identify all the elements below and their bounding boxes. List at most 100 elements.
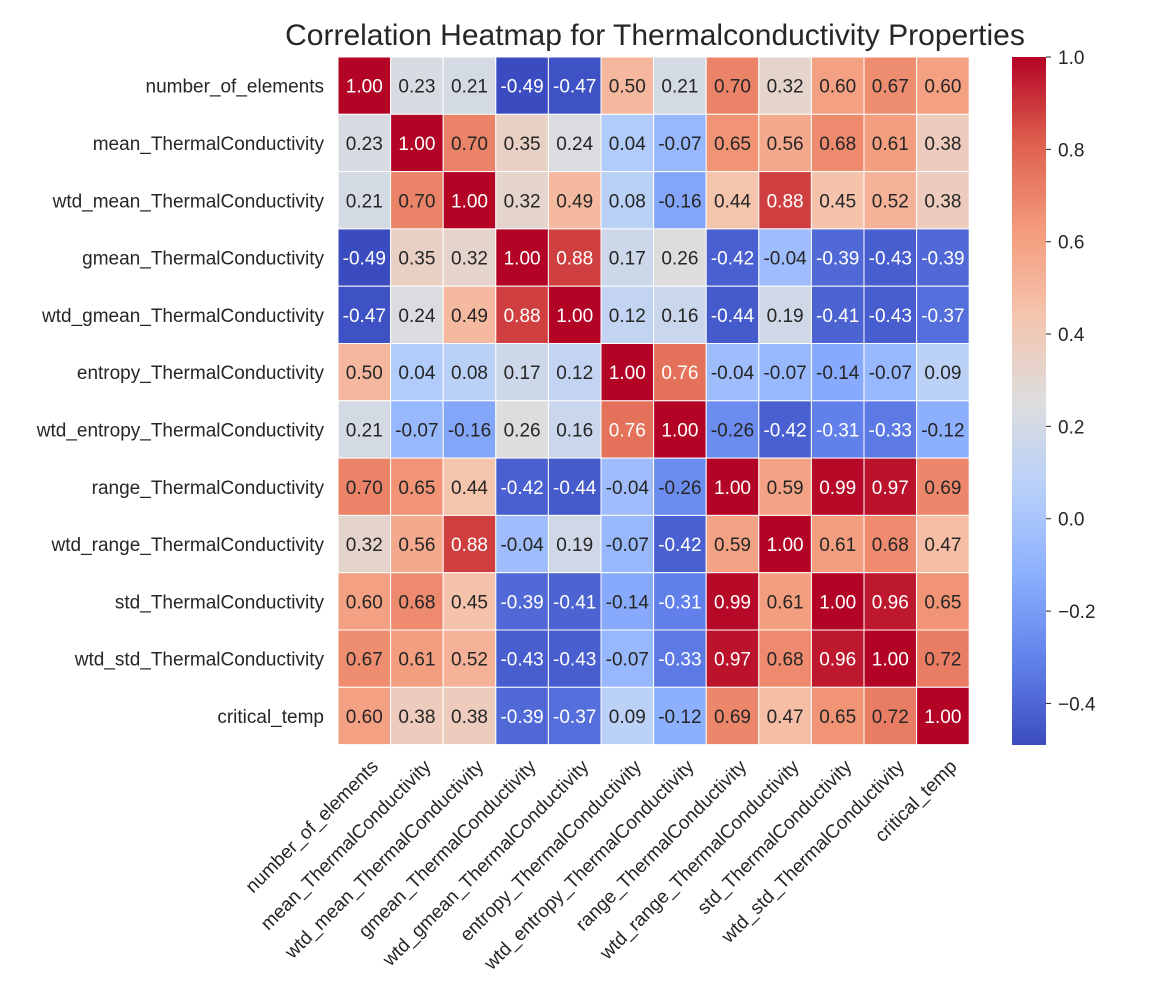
cell-value-label: 0.65 (924, 592, 961, 613)
cell-value-label: 0.52 (872, 191, 909, 212)
cell-value-label: 1.00 (609, 363, 646, 384)
cell-value-label: 0.72 (872, 707, 909, 728)
heatmap-cell (495, 514, 549, 574)
heatmap-cell (653, 572, 707, 631)
heatmap-cell (705, 629, 760, 688)
cell-value-label: 0.88 (451, 535, 488, 556)
heatmap-cell (653, 514, 707, 574)
heatmap-cell (705, 56, 760, 115)
cell-value-label: -0.31 (816, 420, 859, 441)
colorbar: 1.0 0.8 0.6 0.4 0.2 0.0 −0.2 −0.4 (1012, 48, 1096, 745)
cell-value-label: -0.44 (553, 478, 597, 499)
heatmap-cell (916, 457, 970, 516)
cell-value-label: 0.44 (714, 191, 751, 212)
cell-value-label: -0.31 (658, 592, 701, 613)
cell-value-label: 0.24 (398, 306, 435, 327)
cell-value-label: -0.12 (921, 420, 964, 441)
cell-value-label: 1.00 (872, 650, 909, 671)
cell-value-label: 0.38 (924, 191, 961, 212)
cell-value-label: 1.00 (714, 478, 751, 499)
cell-value-label: -0.07 (606, 535, 649, 556)
cell-value-label: -0.04 (763, 249, 807, 270)
cell-value-label: 0.35 (398, 249, 435, 270)
cell-value-label: 1.00 (346, 77, 383, 98)
cell-value-label: -0.39 (816, 249, 859, 270)
heatmap-cell (337, 285, 392, 345)
cell-value-label: 1.00 (451, 191, 488, 212)
heatmap-cell (810, 56, 865, 115)
cell-value-label: 1.00 (924, 707, 961, 728)
cell-value-label: -0.07 (606, 650, 649, 671)
heatmap-cell (495, 400, 549, 459)
cell-value-label: 0.61 (819, 535, 856, 556)
heatmap-cell (600, 400, 655, 459)
cell-value-label: 0.59 (714, 535, 751, 556)
heatmap-cell (390, 285, 444, 345)
colorbar-tick-label: −0.4 (1058, 694, 1096, 715)
cell-value-label: -0.42 (500, 478, 543, 499)
cell-value-label: -0.33 (869, 420, 912, 441)
cell-value-label: -0.07 (658, 134, 701, 155)
cell-value-label: 1.00 (661, 420, 698, 441)
cell-value-label: 0.32 (504, 191, 541, 212)
heatmap-cell (653, 228, 707, 287)
heatmap-cell (442, 56, 497, 115)
heatmap-cell (442, 285, 497, 345)
heatmap-cell (600, 113, 655, 173)
heatmap-cell (863, 686, 918, 746)
cell-value-label: 0.26 (504, 420, 541, 441)
heatmap-cell (916, 56, 970, 115)
cell-value-label: -0.42 (711, 249, 754, 270)
cell-value-label: 0.50 (346, 363, 383, 384)
heatmap-cell (758, 400, 812, 459)
cell-value-label: -0.14 (816, 363, 860, 384)
heatmap-cell (337, 514, 392, 574)
heatmap-cell (863, 572, 918, 631)
cell-value-label: 0.68 (767, 650, 804, 671)
cell-value-label: -0.37 (921, 306, 964, 327)
cell-value-label: -0.47 (553, 77, 596, 98)
cell-value-label: 0.65 (819, 707, 856, 728)
heatmap-cell (758, 343, 812, 402)
heatmap-cell (600, 56, 655, 115)
cell-value-label: 0.56 (398, 535, 435, 556)
heatmap-cell (600, 343, 655, 402)
heatmap-cell (495, 228, 549, 287)
cell-value-label: 0.70 (398, 191, 435, 212)
cell-value-label: 0.32 (346, 535, 383, 556)
cell-value-label: 0.17 (504, 363, 541, 384)
heatmap-cell (337, 400, 392, 459)
heatmap-cell (916, 343, 970, 402)
heatmap-cell (600, 285, 655, 345)
cell-value-label: -0.16 (448, 420, 491, 441)
heatmap-cell (810, 343, 865, 402)
cell-value-label: -0.41 (553, 592, 596, 613)
y-tick-label: range_ThermalConductivity (92, 478, 325, 499)
heatmap-cell (600, 514, 655, 574)
heatmap-cell (863, 629, 918, 688)
cell-value-label: 0.21 (451, 77, 488, 98)
cell-value-label: 0.76 (609, 420, 646, 441)
y-tick-label: wtd_gmean_ThermalConductivity (41, 306, 324, 327)
cell-value-label: -0.37 (553, 707, 596, 728)
cell-value-label: -0.33 (658, 650, 701, 671)
cell-value-label: 0.65 (714, 134, 751, 155)
heatmap-cell (442, 228, 497, 287)
cell-value-label: -0.43 (500, 650, 543, 671)
heatmap-cell (495, 113, 549, 173)
heatmap-cell (810, 113, 865, 173)
cell-value-label: 0.70 (346, 478, 383, 499)
cell-value-label: -0.43 (553, 650, 596, 671)
cell-value-label: 0.97 (872, 478, 909, 499)
cell-value-label: -0.04 (606, 478, 650, 499)
y-axis-labels: number_of_elements mean_ThermalConductivi… (36, 77, 325, 728)
cell-value-label: 1.00 (819, 592, 856, 613)
heatmap-cell (337, 343, 392, 402)
cell-value-label: 0.12 (556, 363, 593, 384)
cell-value-label: -0.04 (711, 363, 755, 384)
cell-value-label: -0.12 (658, 707, 701, 728)
heatmap-cell (916, 171, 970, 230)
heatmap-cell (863, 228, 918, 287)
y-tick-label: gmean_ThermalConductivity (82, 249, 324, 270)
cell-value-label: 0.52 (451, 650, 488, 671)
